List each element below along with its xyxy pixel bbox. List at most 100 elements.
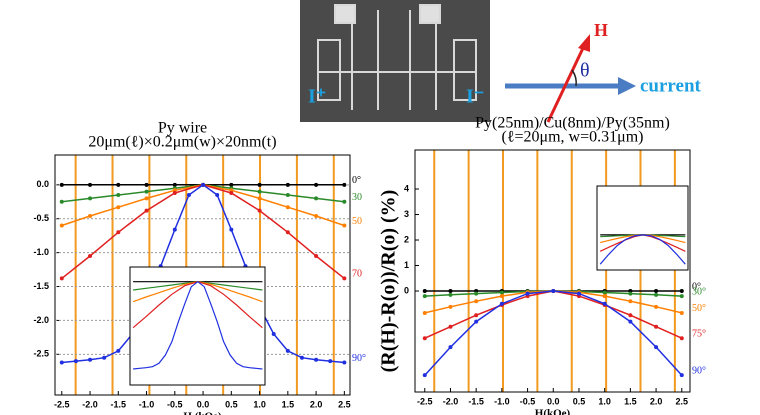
data-point xyxy=(474,291,479,296)
data-point xyxy=(422,310,427,315)
data-point xyxy=(144,196,149,201)
data-point xyxy=(59,276,64,281)
y-tick-label: 0 xyxy=(404,285,409,295)
field-label: H xyxy=(594,20,608,40)
data-point xyxy=(342,223,347,228)
y-tick-label: -0.5 xyxy=(33,213,49,223)
data-point xyxy=(474,313,479,318)
y-tick-label: -2.5 xyxy=(33,349,49,359)
series-label: 0° xyxy=(352,175,361,186)
data-point xyxy=(499,290,504,295)
series-label: 90° xyxy=(352,353,366,364)
x-axis-label: H(kOe) xyxy=(535,408,571,415)
data-point xyxy=(257,208,262,213)
data-point xyxy=(271,331,276,336)
y-tick-label: 0.0 xyxy=(36,179,49,189)
data-point xyxy=(342,360,347,365)
y-tick-label: 3 xyxy=(404,209,409,219)
y-tick-label: -1.0 xyxy=(33,247,49,257)
data-point xyxy=(88,254,93,259)
x-tick-label: 0.0 xyxy=(547,396,560,406)
x-tick-label: 0.0 xyxy=(197,399,210,409)
data-point xyxy=(602,301,607,306)
data-point xyxy=(229,227,234,232)
current-minus-label: I⁻ xyxy=(466,86,484,108)
series-label: 90° xyxy=(692,365,706,376)
series-label: 75° xyxy=(692,328,706,339)
data-point xyxy=(314,214,319,219)
data-point xyxy=(628,319,633,324)
data-point xyxy=(59,182,64,187)
data-point xyxy=(499,294,504,299)
x-tick-label: -1.0 xyxy=(139,399,155,409)
data-point xyxy=(679,310,684,315)
data-point xyxy=(314,357,319,362)
data-point xyxy=(186,193,191,197)
data-point xyxy=(59,223,64,228)
x-tick-label: 0.5 xyxy=(225,399,238,409)
plot-frame xyxy=(54,154,351,396)
x-tick-label: 0.5 xyxy=(573,396,586,406)
data-point xyxy=(342,199,347,204)
x-tick-label: -1.5 xyxy=(468,396,484,406)
x-tick-label: 1.0 xyxy=(598,396,611,406)
data-point xyxy=(299,355,304,360)
data-point xyxy=(73,359,78,364)
chart-subtitle: 20μm(ℓ)×0.2μm(w)×20nm(t) xyxy=(88,134,276,151)
series-label: 0° xyxy=(692,281,701,292)
data-point xyxy=(422,294,427,299)
data-point xyxy=(448,345,453,350)
data-point xyxy=(88,214,93,219)
x-tick-label: -2.0 xyxy=(82,399,98,409)
chart-title: Py(25nm)/Cu(8nm)/Py(35nm) xyxy=(475,115,670,132)
data-point xyxy=(59,360,64,365)
y-tick-label: 1 xyxy=(404,260,409,270)
data-point xyxy=(448,324,453,329)
data-point xyxy=(679,294,684,299)
data-point xyxy=(285,193,290,197)
series-line xyxy=(61,184,345,279)
x-tick-label: 2.5 xyxy=(338,399,351,409)
x-tick-label: -1.0 xyxy=(494,396,510,406)
x-tick-label: 1.5 xyxy=(282,399,295,409)
angle-arc xyxy=(571,69,577,87)
current-arrowhead xyxy=(618,77,636,95)
data-point xyxy=(102,355,107,360)
data-point xyxy=(576,291,581,296)
data-point xyxy=(654,345,659,350)
data-point xyxy=(679,289,684,294)
data-point xyxy=(474,299,479,304)
data-point xyxy=(654,304,659,309)
data-point xyxy=(654,324,659,329)
data-point xyxy=(328,359,333,364)
data-point xyxy=(499,301,504,306)
x-axis-label: H (kOe) xyxy=(183,411,222,415)
data-point xyxy=(448,289,453,294)
current-plus-label: I⁺ xyxy=(308,86,326,108)
data-point xyxy=(257,182,262,187)
chart-subtitle: (ℓ=20μm, w=0.31μm) xyxy=(502,129,644,146)
data-point xyxy=(144,182,149,187)
x-tick-label: 2.0 xyxy=(310,399,323,409)
data-point xyxy=(285,348,290,353)
x-tick-label: 2.0 xyxy=(650,396,663,406)
inset-line xyxy=(599,234,686,265)
data-point xyxy=(448,292,453,297)
chart-title: Py wire xyxy=(158,120,207,137)
current-label: current xyxy=(640,75,702,96)
series-label: 50 xyxy=(352,216,362,227)
field-arrow xyxy=(546,45,586,123)
data-point xyxy=(422,336,427,341)
x-tick-label: -2.5 xyxy=(417,396,433,406)
data-point xyxy=(215,193,220,197)
data-point xyxy=(257,196,262,201)
y-tick-label: -2.0 xyxy=(33,315,49,325)
data-point xyxy=(88,182,93,187)
data-point xyxy=(654,289,659,294)
data-point xyxy=(229,182,234,187)
data-point xyxy=(602,290,607,295)
series-line xyxy=(61,184,345,203)
y-tick-label: 4 xyxy=(404,183,409,193)
data-point xyxy=(679,373,684,378)
series-label: 30 xyxy=(352,192,362,203)
